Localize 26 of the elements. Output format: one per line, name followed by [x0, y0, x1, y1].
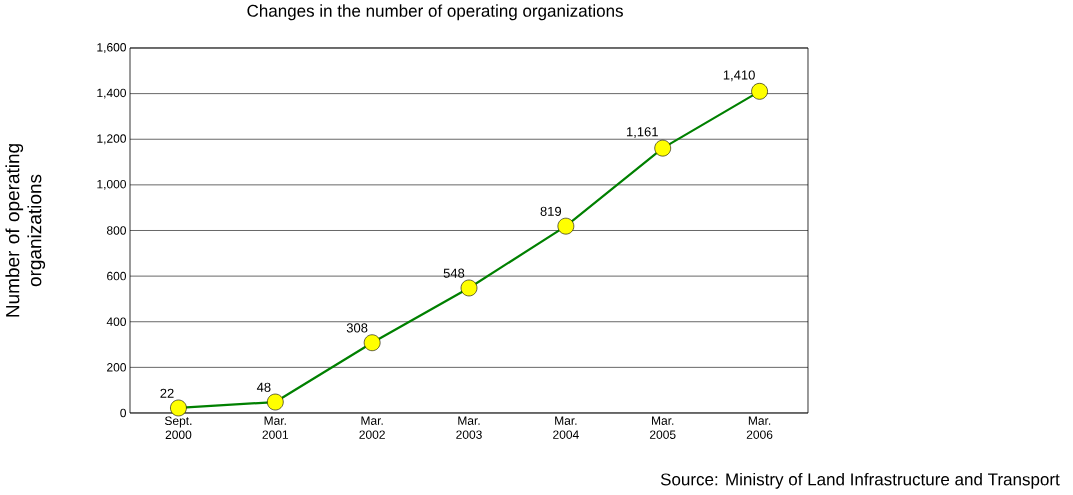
- chart-title: Changes in the number of operating organizations: [247, 4, 623, 21]
- y-tick-label: 0: [120, 408, 127, 418]
- y-tick-label: 1,600: [97, 43, 127, 53]
- data-label: 22: [160, 388, 174, 398]
- data-label: 308: [346, 323, 368, 333]
- x-tick-label: Sept. 2000: [164, 416, 192, 440]
- y-tick-label: 200: [107, 363, 127, 372]
- y-axis-title: Number of operating organizations: [5, 144, 46, 317]
- source-note: Source: Ministry of Land Infrastructure and Transport: [660, 472, 1060, 489]
- y-tick-label: 1,400: [97, 88, 127, 99]
- data-label: 1,161: [626, 127, 658, 138]
- y-tick-label: 600: [107, 271, 127, 281]
- y-tick-label: 1,000: [97, 179, 127, 190]
- data-label: 1,410: [723, 70, 755, 82]
- y-tick-label: 1,200: [97, 134, 127, 145]
- y-tick-label: 800: [106, 226, 127, 235]
- x-tick-label: Mar. 2003: [456, 416, 482, 439]
- x-tick-label: Mar. 2004: [553, 416, 579, 439]
- y-tick-label: 400: [106, 317, 127, 326]
- x-tick-label: Mar. 2005: [649, 416, 676, 439]
- data-label: 48: [256, 382, 271, 392]
- x-tick-label: Mar. 2001: [262, 416, 289, 439]
- x-tick-label: Mar. 2002: [359, 416, 385, 439]
- data-label: 819: [540, 206, 562, 216]
- data-label: 548: [443, 268, 465, 278]
- x-tick-label: Mar. 2006: [746, 416, 773, 439]
